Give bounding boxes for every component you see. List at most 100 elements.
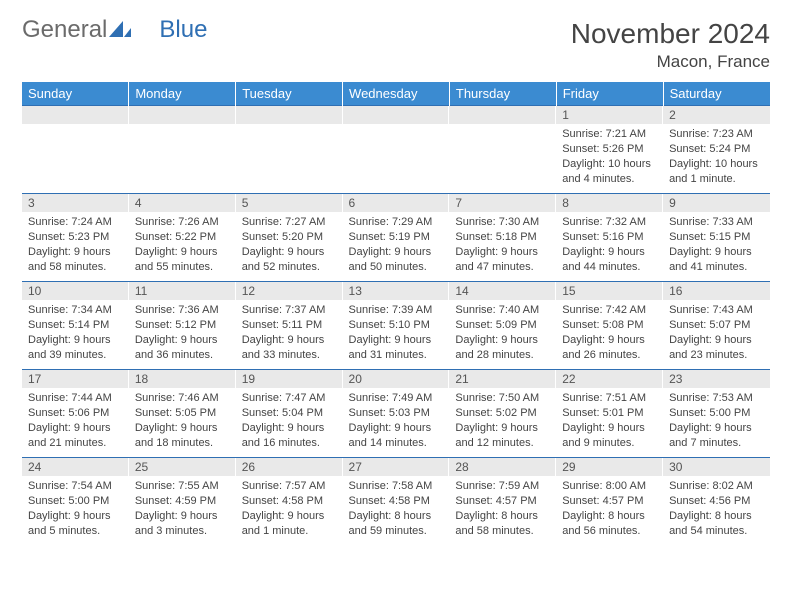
day-number: 26	[236, 458, 343, 476]
day-body: Sunrise: 7:47 AMSunset: 5:04 PMDaylight:…	[236, 388, 343, 454]
sunset-text: Sunset: 5:24 PM	[669, 142, 764, 157]
day-number: 6	[343, 194, 450, 212]
day-body: Sunrise: 7:50 AMSunset: 5:02 PMDaylight:…	[449, 388, 556, 454]
sunrise-text: Sunrise: 7:59 AM	[455, 479, 550, 494]
daylight-text: Daylight: 9 hours and 36 minutes.	[135, 333, 230, 363]
day-body: Sunrise: 7:27 AMSunset: 5:20 PMDaylight:…	[236, 212, 343, 278]
daylight-text: Daylight: 9 hours and 33 minutes.	[242, 333, 337, 363]
day-number: 29	[556, 458, 663, 476]
daylight-text: Daylight: 9 hours and 50 minutes.	[349, 245, 444, 275]
week-row: 3Sunrise: 7:24 AMSunset: 5:23 PMDaylight…	[22, 194, 770, 282]
sunset-text: Sunset: 4:58 PM	[349, 494, 444, 509]
sunrise-text: Sunrise: 7:39 AM	[349, 303, 444, 318]
sunrise-text: Sunrise: 7:46 AM	[135, 391, 230, 406]
day-cell: 27Sunrise: 7:58 AMSunset: 4:58 PMDayligh…	[343, 458, 450, 546]
day-cell: 24Sunrise: 7:54 AMSunset: 5:00 PMDayligh…	[22, 458, 129, 546]
sunset-text: Sunset: 4:57 PM	[562, 494, 657, 509]
sunset-text: Sunset: 5:20 PM	[242, 230, 337, 245]
day-number: 23	[663, 370, 770, 388]
sunset-text: Sunset: 5:01 PM	[562, 406, 657, 421]
day-body	[449, 124, 556, 184]
day-cell: 25Sunrise: 7:55 AMSunset: 4:59 PMDayligh…	[129, 458, 236, 546]
daylight-text: Daylight: 9 hours and 58 minutes.	[28, 245, 123, 275]
daylight-text: Daylight: 8 hours and 59 minutes.	[349, 509, 444, 539]
day-number	[129, 106, 236, 124]
sunset-text: Sunset: 5:19 PM	[349, 230, 444, 245]
sunset-text: Sunset: 5:04 PM	[242, 406, 337, 421]
sunrise-text: Sunrise: 7:44 AM	[28, 391, 123, 406]
dayname-sunday: Sunday	[22, 82, 129, 106]
sunset-text: Sunset: 4:58 PM	[242, 494, 337, 509]
sunrise-text: Sunrise: 7:58 AM	[349, 479, 444, 494]
sunrise-text: Sunrise: 7:24 AM	[28, 215, 123, 230]
title-block: November 2024 Macon, France	[571, 18, 770, 72]
week-row: 10Sunrise: 7:34 AMSunset: 5:14 PMDayligh…	[22, 282, 770, 370]
daylight-text: Daylight: 9 hours and 26 minutes.	[562, 333, 657, 363]
day-body: Sunrise: 7:36 AMSunset: 5:12 PMDaylight:…	[129, 300, 236, 366]
brand-general: General	[22, 18, 107, 42]
day-body	[236, 124, 343, 184]
day-number: 22	[556, 370, 663, 388]
sunset-text: Sunset: 5:00 PM	[669, 406, 764, 421]
day-number: 30	[663, 458, 770, 476]
day-body: Sunrise: 7:21 AMSunset: 5:26 PMDaylight:…	[556, 124, 663, 190]
sunrise-text: Sunrise: 8:02 AM	[669, 479, 764, 494]
calendar-body: 1Sunrise: 7:21 AMSunset: 5:26 PMDaylight…	[22, 106, 770, 546]
daylight-text: Daylight: 9 hours and 5 minutes.	[28, 509, 123, 539]
day-cell: 21Sunrise: 7:50 AMSunset: 5:02 PMDayligh…	[449, 370, 556, 458]
sunrise-text: Sunrise: 7:47 AM	[242, 391, 337, 406]
daylight-text: Daylight: 9 hours and 18 minutes.	[135, 421, 230, 451]
daylight-text: Daylight: 9 hours and 9 minutes.	[562, 421, 657, 451]
sail-icon	[109, 18, 131, 42]
daylight-text: Daylight: 9 hours and 52 minutes.	[242, 245, 337, 275]
daylight-text: Daylight: 9 hours and 23 minutes.	[669, 333, 764, 363]
day-number: 27	[343, 458, 450, 476]
day-body: Sunrise: 7:24 AMSunset: 5:23 PMDaylight:…	[22, 212, 129, 278]
week-row: 24Sunrise: 7:54 AMSunset: 5:00 PMDayligh…	[22, 458, 770, 546]
daylight-text: Daylight: 9 hours and 14 minutes.	[349, 421, 444, 451]
day-body	[129, 124, 236, 184]
sunrise-text: Sunrise: 7:30 AM	[455, 215, 550, 230]
daylight-text: Daylight: 9 hours and 12 minutes.	[455, 421, 550, 451]
day-number	[343, 106, 450, 124]
day-body: Sunrise: 8:02 AMSunset: 4:56 PMDaylight:…	[663, 476, 770, 542]
sunrise-text: Sunrise: 7:34 AM	[28, 303, 123, 318]
sunset-text: Sunset: 5:22 PM	[135, 230, 230, 245]
daylight-text: Daylight: 9 hours and 28 minutes.	[455, 333, 550, 363]
sunset-text: Sunset: 5:08 PM	[562, 318, 657, 333]
day-number: 25	[129, 458, 236, 476]
sunset-text: Sunset: 5:23 PM	[28, 230, 123, 245]
sunset-text: Sunset: 5:16 PM	[562, 230, 657, 245]
daylight-text: Daylight: 8 hours and 54 minutes.	[669, 509, 764, 539]
sunset-text: Sunset: 5:18 PM	[455, 230, 550, 245]
sunset-text: Sunset: 5:11 PM	[242, 318, 337, 333]
daylight-text: Daylight: 9 hours and 1 minute.	[242, 509, 337, 539]
day-number: 15	[556, 282, 663, 300]
day-cell: 29Sunrise: 8:00 AMSunset: 4:57 PMDayligh…	[556, 458, 663, 546]
day-body: Sunrise: 7:39 AMSunset: 5:10 PMDaylight:…	[343, 300, 450, 366]
day-body: Sunrise: 7:53 AMSunset: 5:00 PMDaylight:…	[663, 388, 770, 454]
dayname-saturday: Saturday	[663, 82, 770, 106]
calendar-page: General Blue November 2024 Macon, France…	[0, 0, 792, 556]
day-body: Sunrise: 7:58 AMSunset: 4:58 PMDaylight:…	[343, 476, 450, 542]
day-body: Sunrise: 7:59 AMSunset: 4:57 PMDaylight:…	[449, 476, 556, 542]
day-number: 11	[129, 282, 236, 300]
day-body: Sunrise: 7:54 AMSunset: 5:00 PMDaylight:…	[22, 476, 129, 542]
day-number: 17	[22, 370, 129, 388]
day-cell: 28Sunrise: 7:59 AMSunset: 4:57 PMDayligh…	[449, 458, 556, 546]
day-number: 18	[129, 370, 236, 388]
day-cell	[343, 106, 450, 194]
header: General Blue November 2024 Macon, France	[22, 18, 770, 72]
day-number: 24	[22, 458, 129, 476]
day-number: 2	[663, 106, 770, 124]
day-cell: 9Sunrise: 7:33 AMSunset: 5:15 PMDaylight…	[663, 194, 770, 282]
daylight-text: Daylight: 9 hours and 47 minutes.	[455, 245, 550, 275]
day-number: 12	[236, 282, 343, 300]
sunset-text: Sunset: 5:03 PM	[349, 406, 444, 421]
day-cell: 22Sunrise: 7:51 AMSunset: 5:01 PMDayligh…	[556, 370, 663, 458]
day-cell: 26Sunrise: 7:57 AMSunset: 4:58 PMDayligh…	[236, 458, 343, 546]
sunset-text: Sunset: 5:12 PM	[135, 318, 230, 333]
location-label: Macon, France	[571, 52, 770, 72]
day-body	[343, 124, 450, 184]
dayname-friday: Friday	[556, 82, 663, 106]
